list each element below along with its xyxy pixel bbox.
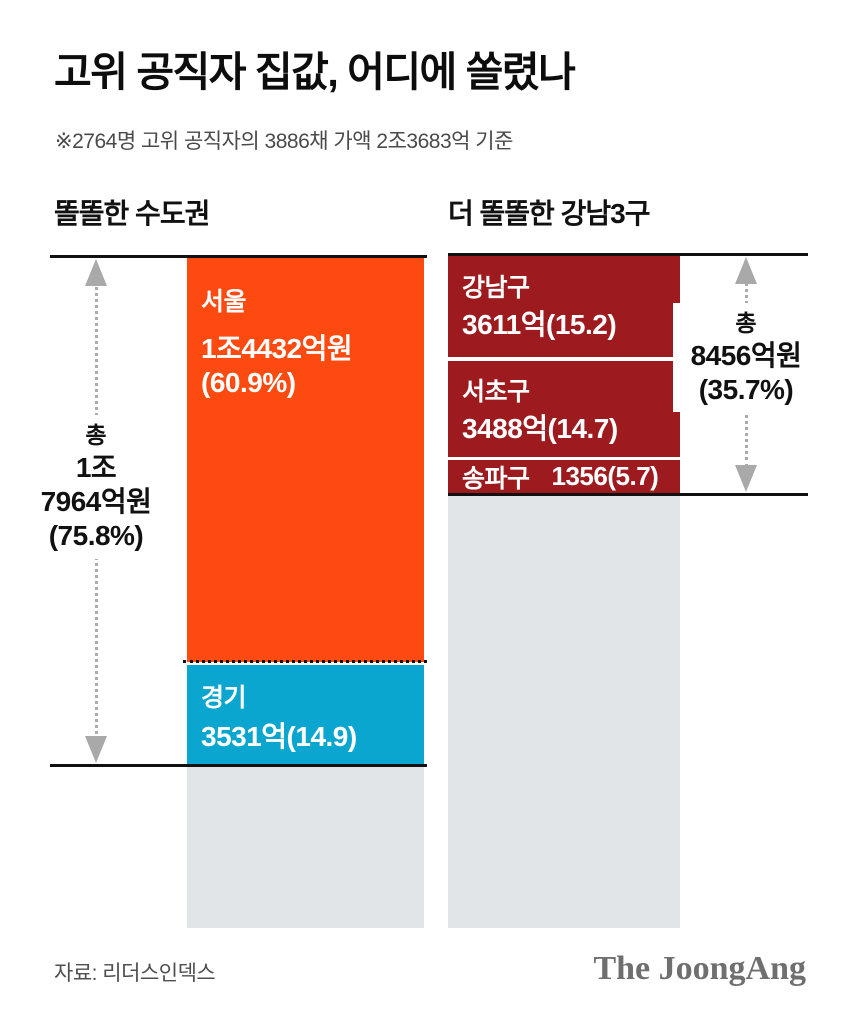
- right-total-prefix: 총: [735, 310, 757, 336]
- segment-value-seoul-line1: 1조4432억원: [201, 333, 353, 364]
- bar-segment-gangnam: 강남구 3611억(15.2): [448, 256, 680, 357]
- page-title: 고위 공직자 집값, 어디에 쏠렸나: [54, 49, 576, 95]
- segment-label-gangnam: 강남구: [462, 274, 530, 302]
- right-total-label: 총 8456억원 (35.7%): [673, 303, 819, 413]
- segment-label-songpa: 송파구: [462, 464, 530, 493]
- right-arrow-up-icon: [735, 257, 757, 284]
- left-arrow-up-icon: [85, 259, 107, 286]
- bar-segment-songpa: 송파구 1356(5.7): [448, 460, 680, 493]
- left-chart-bottom-rule: [50, 764, 427, 767]
- right-chart-top-rule: [448, 253, 808, 256]
- segment-value-songpa: 1356(5.7): [551, 461, 659, 491]
- segment-label-seocho: 서초구: [462, 378, 530, 406]
- left-chart-header: 똘똘한 수도권: [54, 198, 210, 229]
- left-total-label: 총 1조 7964억원 (75.8%): [23, 415, 169, 559]
- segment-value-gangnam: 3611억(15.2): [462, 309, 617, 340]
- bar-segment-seoul: 서울 1조4432억원 (60.9%): [187, 258, 424, 662]
- right-arrow-down-icon: [735, 465, 757, 492]
- seoul-gyeonggi-dotted-divider: [183, 660, 427, 663]
- segment-label-seoul: 서울: [201, 288, 247, 316]
- page-subtitle-note: ※2764명 고위 공직자의 3886채 가액 2조3683억 기준: [55, 130, 513, 153]
- left-arrow-down-icon: [85, 736, 107, 763]
- right-total-line2: (35.7%): [698, 374, 794, 406]
- joongang-logo: The JoongAng: [593, 950, 806, 987]
- bar-segment-gyeonggi: 경기 3531억(14.9): [187, 665, 424, 764]
- bar-segment-seocho: 서초구 3488억(14.7): [448, 361, 680, 457]
- left-total-prefix: 총: [85, 422, 107, 448]
- left-total-line1: 1조: [75, 452, 117, 484]
- segment-value-seoul-line2: (60.9%): [201, 366, 296, 398]
- right-chart-bottom-rule: [448, 493, 808, 496]
- segment-value-seocho: 3488억(14.7): [462, 413, 618, 444]
- left-total-line3: (75.8%): [48, 520, 144, 552]
- segment-value-gyeonggi: 3531억(14.9): [201, 721, 357, 752]
- segment-label-gyeonggi: 경기: [201, 684, 247, 712]
- left-total-line2: 7964억원: [40, 486, 152, 518]
- right-total-line1: 8456억원: [690, 340, 802, 372]
- right-chart-header: 더 똘똘한 강남3구: [448, 198, 650, 229]
- left-remainder-bar: [187, 767, 424, 928]
- left-chart-top-rule: [50, 255, 427, 258]
- data-source-credit: 자료: 리더스인덱스: [54, 962, 216, 985]
- right-remainder-bar: [448, 496, 680, 928]
